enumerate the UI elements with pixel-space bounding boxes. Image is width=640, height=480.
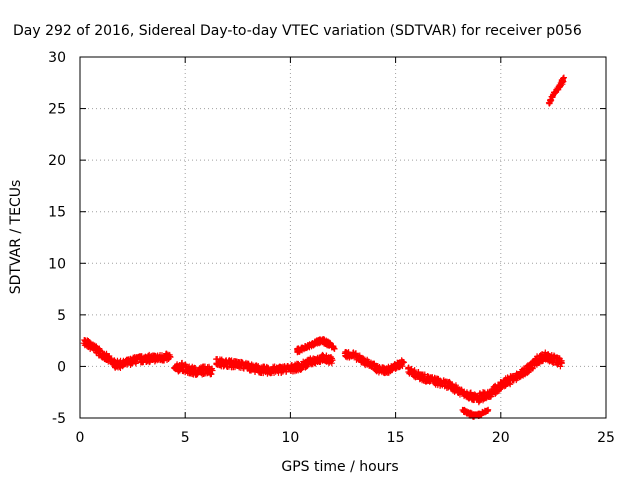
y-tick-label: 20 (48, 153, 66, 169)
data-point (559, 77, 566, 84)
scatter-points (80, 74, 567, 420)
x-axis-label: GPS time / hours (281, 459, 398, 475)
y-tick-label: 30 (48, 50, 66, 66)
data-point (167, 354, 174, 361)
axis-ticks: 0 5 10 15 20 25 -5 0 5 10 15 20 25 30 (48, 50, 615, 446)
data-point (467, 389, 474, 396)
grid-lines (80, 57, 606, 418)
data-point (485, 406, 492, 413)
x-tick-label: 10 (281, 430, 299, 446)
data-point (329, 357, 336, 364)
data-point (264, 364, 271, 371)
x-tick-label: 0 (76, 430, 85, 446)
y-tick-label: 0 (57, 359, 66, 375)
data-point (558, 359, 565, 366)
y-tick-label: 25 (48, 102, 66, 118)
plot-frame (79, 56, 607, 419)
data-point (529, 365, 536, 372)
data-point (208, 370, 215, 377)
data-point (558, 360, 565, 367)
y-tick-label: -5 (52, 411, 66, 427)
chart-title: Day 292 of 2016, Sidereal Day-to-day VTE… (13, 23, 582, 39)
data-point (97, 347, 104, 354)
data-point (557, 363, 564, 370)
y-axis-label: SDTVAR / TECUs (8, 180, 24, 295)
data-point (331, 345, 338, 352)
x-tick-label: 20 (492, 430, 510, 446)
y-tick-label: 5 (57, 308, 66, 324)
x-tick-label: 5 (181, 430, 190, 446)
y-tick-label: 10 (48, 256, 66, 272)
data-point (328, 360, 335, 367)
data-point (560, 74, 567, 81)
x-tick-label: 15 (387, 430, 405, 446)
x-tick-label: 25 (597, 430, 615, 446)
data-point (401, 359, 408, 366)
y-tick-label: 15 (48, 205, 66, 221)
data-point (209, 367, 216, 374)
